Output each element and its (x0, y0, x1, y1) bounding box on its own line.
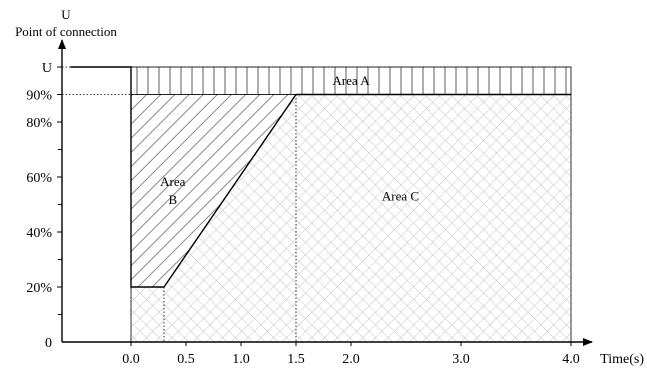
y-tick-label: 0 (45, 336, 52, 351)
voltage-profile-line (70, 66, 571, 288)
area-label-area-b: B (168, 192, 177, 207)
x-tick-label: 1.5 (287, 352, 305, 367)
y-axis-symbol: U (61, 7, 71, 22)
y-tick-label: 80% (26, 116, 52, 131)
area-label-area-a: Area A (332, 73, 370, 88)
x-axis-title: Time(s) (600, 352, 644, 367)
area-label-area-c: Area C (382, 188, 419, 203)
y-tick-label: 60% (26, 171, 52, 186)
area-label-area-b: Area (160, 174, 185, 189)
y-tick-label: 20% (26, 281, 52, 296)
x-tick-label: 0.0 (122, 352, 140, 367)
area-b-region (131, 94, 296, 287)
x-tick-label: 2.0 (342, 352, 360, 367)
x-tick-label: 0.5 (177, 352, 195, 367)
y-axis-title: Point of connection (15, 24, 117, 39)
y-tick-label: 40% (26, 226, 52, 241)
x-tick-label: 4.0 (562, 352, 580, 367)
y-tick-label: U (42, 61, 52, 76)
area-a-pattern (130, 66, 572, 95)
x-tick-label: 3.0 (452, 352, 470, 367)
y-tick-label: 90% (26, 89, 52, 104)
x-tick-label: 1.0 (232, 352, 250, 367)
